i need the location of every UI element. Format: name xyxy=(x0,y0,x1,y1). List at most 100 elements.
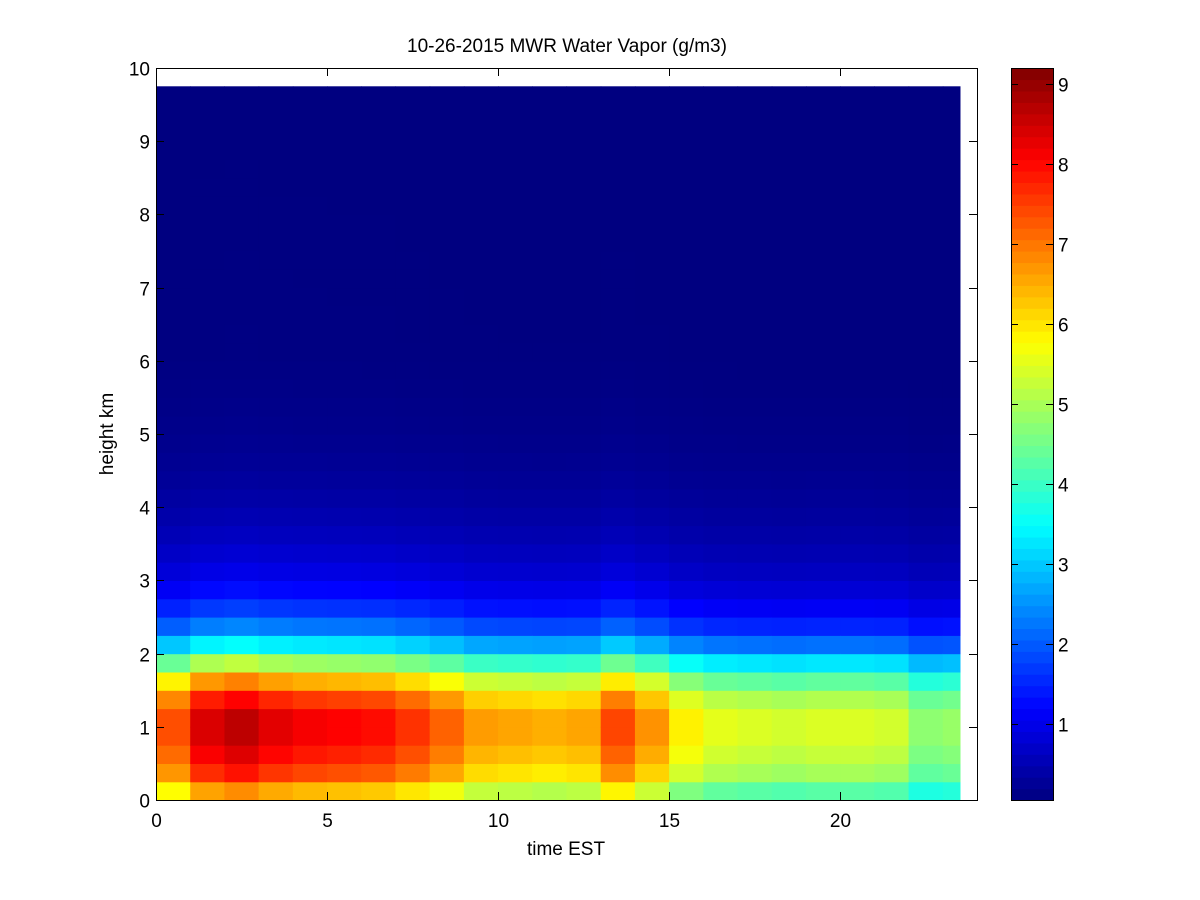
heatmap-cell xyxy=(669,415,704,435)
heatmap-cell xyxy=(703,434,739,453)
heatmap-cell xyxy=(634,342,670,362)
colorbar-band xyxy=(1011,754,1053,767)
heatmap-cell xyxy=(292,470,328,490)
heatmap-cell xyxy=(703,507,739,527)
heatmap-cell xyxy=(258,635,294,655)
heatmap-cell xyxy=(327,415,362,435)
heatmap-cell xyxy=(566,305,602,325)
heatmap-cell xyxy=(703,122,739,142)
heatmap-cell xyxy=(703,379,739,398)
heatmap-cell xyxy=(805,86,841,106)
heatmap-cell xyxy=(908,671,944,691)
heatmap-cell xyxy=(190,104,226,124)
heatmap-cell xyxy=(771,562,807,581)
heatmap-cell xyxy=(840,635,875,655)
heatmap-cell xyxy=(805,287,841,307)
heatmap-cell xyxy=(463,86,499,106)
heatmap-cell xyxy=(669,141,704,161)
heatmap-cell xyxy=(327,141,362,161)
heatmap-cell xyxy=(634,287,670,307)
heatmap-cell xyxy=(771,452,807,472)
heatmap-cell xyxy=(224,488,260,508)
heatmap-cell xyxy=(805,507,841,527)
colorbar-band xyxy=(1011,113,1053,126)
heatmap-cell xyxy=(737,671,773,691)
heatmap-cell xyxy=(600,415,636,435)
heatmap-cell xyxy=(669,635,704,655)
heatmap-cell xyxy=(908,104,944,124)
heatmap-cell xyxy=(634,653,670,673)
heatmap-cell xyxy=(498,726,533,746)
heatmap-cell xyxy=(634,598,670,618)
heatmap-cell xyxy=(942,562,961,581)
colorbar-band xyxy=(1011,68,1053,81)
heatmap-cell xyxy=(156,232,191,252)
heatmap-cell xyxy=(737,434,773,453)
heatmap-cell xyxy=(395,86,431,106)
heatmap-cell xyxy=(395,196,431,215)
heatmap-cell xyxy=(600,86,636,106)
heatmap-cell xyxy=(566,452,602,472)
heatmap-cell xyxy=(361,360,397,380)
heatmap-cell xyxy=(669,122,704,142)
colorbar-band xyxy=(1011,514,1053,527)
heatmap-cell xyxy=(908,122,944,142)
heatmap-cell xyxy=(805,141,841,161)
heatmap-cell xyxy=(190,434,226,453)
y-tick-label: 6 xyxy=(139,353,150,374)
heatmap-cell xyxy=(634,470,670,490)
heatmap-cell xyxy=(463,379,499,398)
heatmap-cell xyxy=(463,269,499,289)
heatmap-cell xyxy=(805,434,841,453)
heatmap-cell xyxy=(190,196,226,215)
heatmap-cell xyxy=(771,324,807,344)
heatmap-cell xyxy=(771,379,807,398)
heatmap-cell xyxy=(532,562,568,581)
heatmap-cell xyxy=(429,525,465,545)
heatmap-cell xyxy=(600,434,636,453)
heatmap-cell xyxy=(942,635,961,655)
heatmap-cell xyxy=(395,635,431,655)
heatmap-cell xyxy=(840,342,875,362)
heatmap-cell xyxy=(874,653,910,673)
heatmap-cell xyxy=(669,232,704,252)
heatmap-cell xyxy=(634,251,670,270)
heatmap-cell xyxy=(190,763,226,783)
heatmap-cell xyxy=(532,452,568,472)
heatmap-cell xyxy=(463,452,499,472)
heatmap-cell xyxy=(429,415,465,435)
heatmap-cell xyxy=(840,86,875,106)
colorbar-band xyxy=(1011,708,1053,721)
heatmap-cell xyxy=(395,488,431,508)
heatmap-cell xyxy=(532,470,568,490)
heatmap-cell xyxy=(908,379,944,398)
heatmap-cell xyxy=(292,232,328,252)
heatmap-cell xyxy=(908,470,944,490)
heatmap-cell xyxy=(498,379,533,398)
heatmap-cell xyxy=(258,104,294,124)
heatmap-cell xyxy=(429,232,465,252)
heatmap-cell xyxy=(463,232,499,252)
heatmap-cell xyxy=(566,287,602,307)
heatmap-cell xyxy=(156,342,191,362)
heatmap-cell xyxy=(258,690,294,710)
heatmap-cell xyxy=(874,214,910,234)
heatmap-cell xyxy=(258,745,294,764)
heatmap-cell xyxy=(224,86,260,106)
heatmap-cell xyxy=(532,232,568,252)
heatmap-cell xyxy=(566,543,602,563)
heatmap-cell xyxy=(942,141,961,161)
heatmap-cell xyxy=(771,690,807,710)
heatmap-cell xyxy=(874,470,910,490)
y-tick-label: 3 xyxy=(139,572,150,593)
colorbar-band xyxy=(1011,239,1053,252)
y-tick-label: 10 xyxy=(129,60,150,81)
heatmap-cell xyxy=(566,397,602,417)
heatmap-cell xyxy=(292,159,328,179)
heatmap-cell xyxy=(874,525,910,545)
heatmap-cell xyxy=(156,251,191,270)
heatmap-cell xyxy=(327,269,362,289)
heatmap-cell xyxy=(429,671,465,691)
heatmap-cell xyxy=(327,653,362,673)
heatmap-cell xyxy=(669,177,704,197)
